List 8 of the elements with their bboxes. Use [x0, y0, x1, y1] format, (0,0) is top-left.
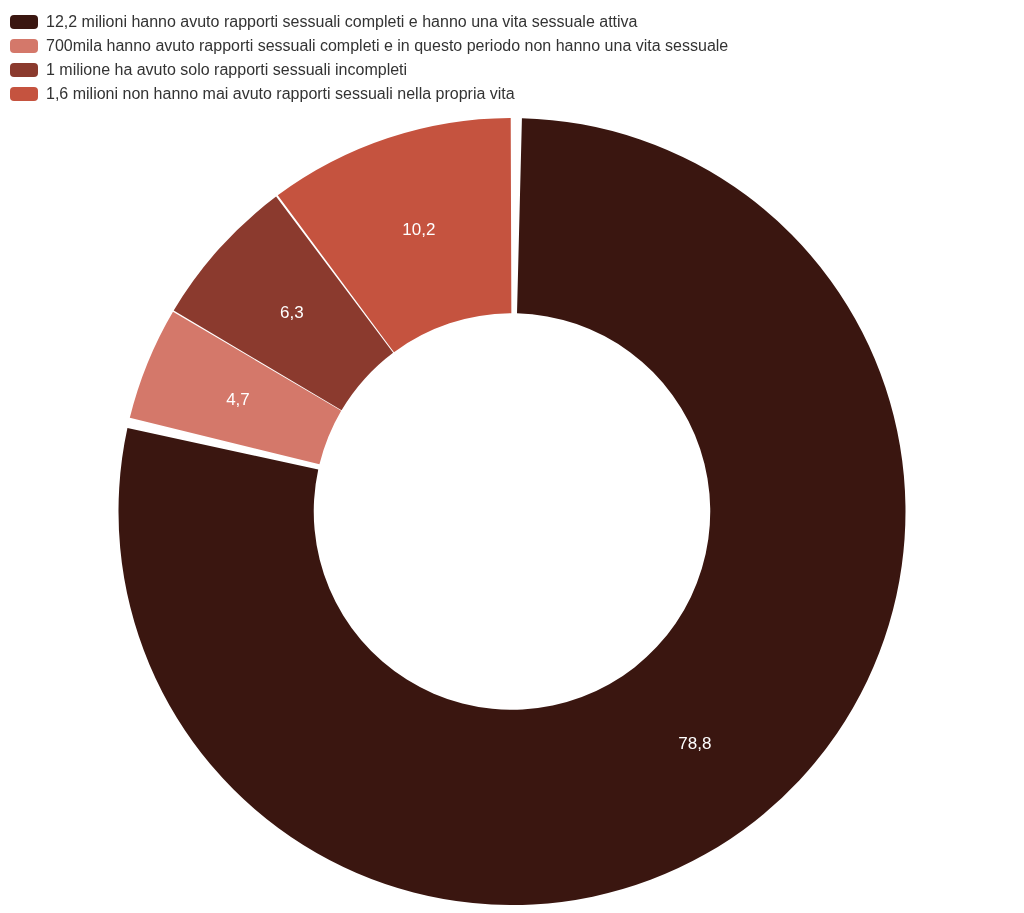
legend-label: 1 milione ha avuto solo rapporti sessuali incompleti [46, 61, 408, 79]
legend-label: 12,2 milioni hanno avuto rapporti sessuali completi e hanno una vita sessuale attiva [46, 13, 638, 31]
data-label: 6,3 [280, 303, 304, 323]
data-label: 4,7 [226, 389, 250, 409]
data-label: 10,2 [402, 220, 436, 240]
legend-label: 700mila hanno avuto rapporti sessuali completi e in questo periodo non hanno una vita sessuale [46, 37, 729, 55]
legend-label: 1,6 milioni non hanno mai avuto rapporti sessuali nella propria vita [46, 85, 515, 103]
data-label: 78,8 [678, 733, 712, 753]
